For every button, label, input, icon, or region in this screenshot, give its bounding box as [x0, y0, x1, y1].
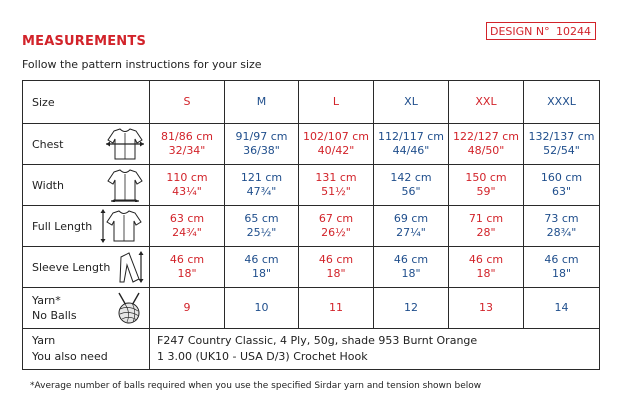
sleeve-garment-icon — [119, 251, 144, 283]
length-xxl: 71 cm 28" — [448, 205, 524, 247]
row-label-yarn: Yarn* No Balls — [22, 287, 150, 329]
size-xl: XL — [373, 80, 449, 124]
design-number: 10244 — [556, 25, 591, 38]
size-xxl: XXL — [448, 80, 524, 124]
sleeve-xxxl: 46 cm 18" — [523, 246, 600, 288]
sleeve-xl: 46 cm 18" — [373, 246, 449, 288]
size-header: Size — [22, 80, 150, 124]
row-label-yarn-info: Yarn You also need — [22, 328, 150, 370]
table-row-yarn-balls: Yarn* No Balls 9 10 11 12 13 14 — [22, 287, 600, 329]
design-number-box: DESIGN N° 10244 — [486, 22, 596, 40]
size-xxxl: XXXL — [523, 80, 600, 124]
size-header-row: Size S M L XL XXL XXXL — [22, 80, 600, 124]
chest-xl: 112/117 cm 44/46" — [373, 123, 449, 165]
table-row-yarn-info: Yarn You also need F247 Country Classic,… — [22, 328, 600, 370]
size-s: S — [149, 80, 225, 124]
width-xxxl: 160 cm 63" — [523, 164, 600, 206]
width-garment-icon — [107, 169, 143, 202]
table-row-width: Width 110 cm 43¼" 121 cm 47¾" 131 cm 51½" 1… — [22, 164, 600, 206]
balls-m: 10 — [224, 287, 299, 329]
width-xxl: 150 cm 59" — [448, 164, 524, 206]
design-label: DESIGN N° — [490, 25, 550, 38]
balls-l: 11 — [298, 287, 374, 329]
measurements-table: Size S M L XL XXL XXXL Chest 81/86 cm 32/… — [22, 80, 600, 370]
table-row-full-length: Full Length 63 cm 24¾" 65 cm 25½" 67 cm 26½… — [22, 205, 600, 247]
length-l: 67 cm 26½" — [298, 205, 374, 247]
sleeve-s: 46 cm 18" — [149, 246, 225, 288]
yarn-info-value: F247 Country Classic, 4 Ply, 50g, shade … — [149, 328, 600, 370]
balls-xxl: 13 — [448, 287, 524, 329]
length-xxxl: 73 cm 28¾" — [523, 205, 600, 247]
width-s: 110 cm 43¼" — [149, 164, 225, 206]
balls-xxxl: 14 — [523, 287, 600, 329]
sleeve-xxl: 46 cm 18" — [448, 246, 524, 288]
length-s: 63 cm 24¾" — [149, 205, 225, 247]
balls-xl: 12 — [373, 287, 449, 329]
width-m: 121 cm 47¾" — [224, 164, 299, 206]
sleeve-m: 46 cm 18" — [224, 246, 299, 288]
size-l: L — [298, 80, 374, 124]
chest-xxl: 122/127 cm 48/50" — [448, 123, 524, 165]
table-row-sleeve-length: Sleeve Length 46 cm 18" 46 cm 18" 46 cm 18"… — [22, 246, 600, 288]
length-garment-icon — [100, 209, 142, 243]
row-label-sleeve-length: Sleeve Length — [22, 246, 150, 288]
length-xl: 69 cm 27¼" — [373, 205, 449, 247]
size-m: M — [224, 80, 299, 124]
chest-garment-icon — [106, 128, 144, 160]
chest-xxxl: 132/137 cm 52/54" — [523, 123, 600, 165]
row-label-full-length: Full Length — [22, 205, 150, 247]
row-label-chest: Chest — [22, 123, 150, 165]
subtitle: Follow the pattern instructions for your… — [22, 58, 262, 71]
chest-m: 91/97 cm 36/38" — [224, 123, 299, 165]
width-xl: 142 cm 56" — [373, 164, 449, 206]
balls-s: 9 — [149, 287, 225, 329]
page-title: MEASUREMENTS — [22, 34, 147, 49]
table-row-chest: Chest 81/86 cm 32/34" 91/97 cm 36/38" 102/… — [22, 123, 600, 165]
width-l: 131 cm 51½" — [298, 164, 374, 206]
chest-l: 102/107 cm 40/42" — [298, 123, 374, 165]
sleeve-l: 46 cm 18" — [298, 246, 374, 288]
footnote: *Average number of balls required when y… — [30, 381, 482, 391]
length-m: 65 cm 25½" — [224, 205, 299, 247]
chest-s: 81/86 cm 32/34" — [149, 123, 225, 165]
yarn-ball-icon — [118, 292, 140, 324]
row-label-width: Width — [22, 164, 150, 206]
